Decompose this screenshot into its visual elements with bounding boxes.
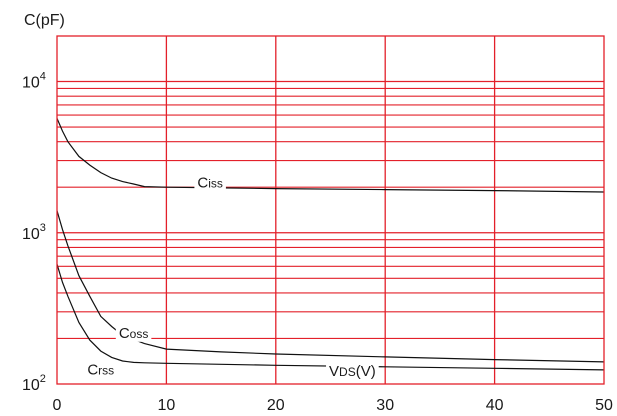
series-label-coss-main: C [119, 325, 130, 342]
x-axis-title: VDS(V) [326, 362, 379, 380]
y-tick-exponent: 4 [40, 71, 46, 83]
grid [57, 36, 604, 384]
x-tick-label: 10 [158, 397, 176, 414]
y-tick-label: 104 [22, 71, 46, 92]
x-tick-label: 30 [376, 397, 394, 414]
series-label-ciss: Ciss [194, 174, 226, 192]
y-axis-title: C(pF) [24, 12, 65, 29]
y-tick-exponent: 2 [40, 373, 46, 385]
series-label-coss-sub: oss [130, 327, 149, 341]
series-label-crss-main: C [87, 361, 98, 378]
x-axis-title-main: V [329, 363, 339, 380]
series-label-crss-bg [84, 361, 118, 379]
x-axis-title-tail: (V) [356, 363, 376, 380]
series-label-ciss-main: C [197, 174, 208, 191]
x-tick-label: 0 [53, 397, 62, 414]
x-axis-title-text: VDS(V) [329, 363, 376, 380]
series-label-crss-text: Crss [87, 361, 114, 378]
y-tick-label: 102 [22, 373, 46, 394]
series-label-ciss-bg [194, 174, 226, 192]
series-label-coss-text: Coss [119, 325, 149, 342]
series-line-ciss [56, 118, 605, 193]
series-line-crss [56, 264, 605, 371]
y-tick-label: 103 [22, 222, 46, 243]
x-tick-label: 20 [267, 397, 285, 414]
series-label-ciss-sub: iss [208, 176, 223, 190]
x-tick-label: 50 [595, 397, 613, 414]
y-tick-base: 10 [22, 377, 40, 394]
plot-frame [56, 35, 605, 385]
series-label-crss: Crss [84, 361, 118, 379]
series-label-ciss-text: Ciss [197, 174, 223, 191]
series-label-crss-sub: rss [98, 363, 114, 377]
y-tick-base: 10 [22, 75, 40, 92]
series-label-coss-bg [115, 324, 152, 342]
y-tick-base: 10 [22, 226, 40, 243]
series-label-coss: Coss [115, 324, 152, 342]
x-axis-title-sub: DS [339, 365, 356, 379]
x-axis-title-bg [326, 362, 379, 380]
y-tick-exponent: 3 [40, 222, 46, 234]
x-tick-label: 40 [486, 397, 504, 414]
